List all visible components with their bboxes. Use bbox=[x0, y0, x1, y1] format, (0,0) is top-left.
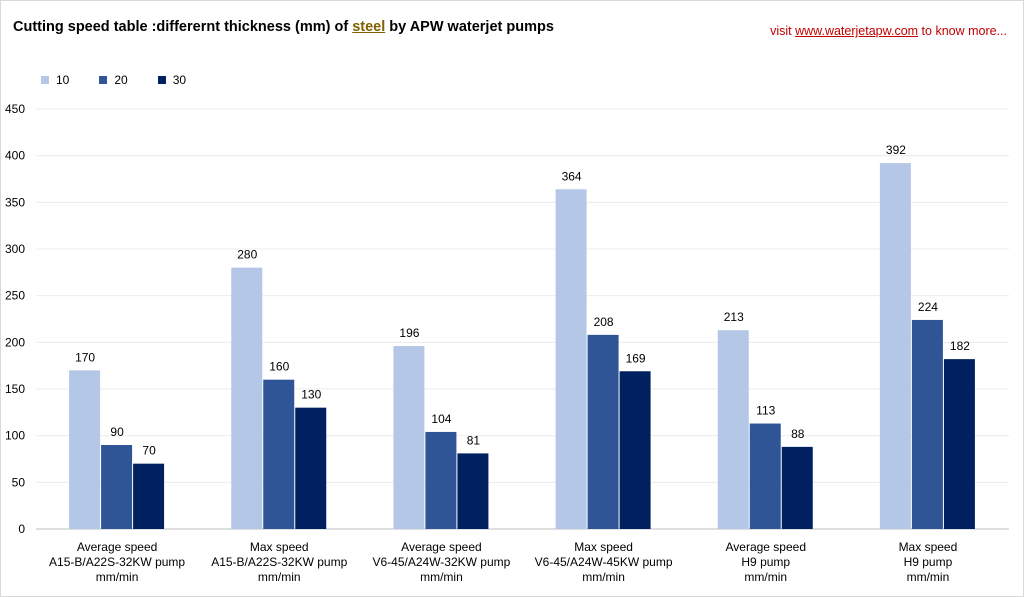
bar-series-20 bbox=[911, 319, 943, 529]
category-label: A15-B/A22S-32KW pump bbox=[211, 555, 347, 569]
legend-swatch bbox=[157, 76, 166, 84]
bar-series-10 bbox=[717, 330, 749, 529]
y-tick-label: 150 bbox=[5, 382, 25, 396]
category-label: V6-45/A24W-45KW pump bbox=[535, 555, 673, 569]
y-tick-label: 450 bbox=[5, 102, 25, 116]
category-label: Average speed bbox=[401, 540, 482, 554]
bar-series-10 bbox=[69, 370, 101, 529]
y-tick-label: 300 bbox=[5, 242, 25, 256]
legend-swatch bbox=[99, 76, 108, 84]
y-tick-label: 350 bbox=[5, 195, 25, 209]
data-label: 280 bbox=[237, 248, 257, 262]
category-label: mm/min bbox=[96, 570, 139, 584]
data-label: 81 bbox=[467, 433, 481, 447]
bar-series-30 bbox=[619, 371, 651, 529]
bar-series-30 bbox=[781, 446, 813, 529]
category-label: Max speed bbox=[899, 540, 958, 554]
data-label: 182 bbox=[950, 339, 970, 353]
data-label: 130 bbox=[301, 388, 321, 402]
visit-suffix: to know more... bbox=[921, 24, 1007, 38]
data-label: 169 bbox=[626, 351, 646, 365]
category-label: mm/min bbox=[582, 570, 625, 584]
bar-series-30 bbox=[457, 453, 489, 529]
data-label: 213 bbox=[724, 310, 744, 324]
y-tick-label: 250 bbox=[5, 289, 25, 303]
legend-label: 30 bbox=[172, 73, 187, 87]
category-label: mm/min bbox=[907, 570, 950, 584]
data-label: 170 bbox=[75, 350, 95, 364]
category-label: Average speed bbox=[77, 540, 158, 554]
data-label: 208 bbox=[594, 315, 614, 329]
visit-prefix: visit bbox=[770, 24, 792, 38]
chart-title: Cutting speed table :differernt thicknes… bbox=[13, 19, 554, 35]
bar-series-20 bbox=[101, 445, 133, 529]
bar-series-20 bbox=[587, 334, 619, 529]
category-label: mm/min bbox=[258, 570, 301, 584]
data-label: 196 bbox=[399, 326, 419, 340]
bar-series-30 bbox=[943, 359, 975, 529]
data-label: 88 bbox=[791, 427, 805, 441]
data-label: 70 bbox=[142, 444, 156, 458]
legend-swatch bbox=[41, 76, 49, 84]
category-label: mm/min bbox=[420, 570, 463, 584]
bar-series-30 bbox=[133, 463, 165, 529]
y-tick-label: 400 bbox=[5, 149, 25, 163]
legend-label: 20 bbox=[114, 73, 128, 87]
category-label: V6-45/A24W-32KW pump bbox=[372, 555, 510, 569]
data-label: 160 bbox=[269, 360, 289, 374]
data-label: 224 bbox=[918, 300, 938, 314]
category-label: H9 pump bbox=[904, 555, 953, 569]
bar-series-20 bbox=[425, 431, 457, 529]
legend-label: 10 bbox=[56, 73, 70, 87]
category-label: mm/min bbox=[744, 570, 787, 584]
y-tick-label: 0 bbox=[18, 522, 25, 536]
bar-series-10 bbox=[555, 189, 587, 529]
legend-item-20: 20 bbox=[99, 73, 128, 87]
data-label: 104 bbox=[431, 412, 451, 426]
title-highlight-steel: steel bbox=[352, 19, 386, 35]
bar-series-10 bbox=[393, 346, 425, 529]
legend-item-30: 30 bbox=[157, 73, 187, 87]
data-label: 113 bbox=[756, 404, 775, 418]
bar-series-10 bbox=[879, 163, 911, 529]
y-tick-label: 100 bbox=[5, 429, 25, 443]
y-tick-label: 200 bbox=[5, 335, 25, 349]
title-suffix: by APW waterjet pumps bbox=[389, 19, 554, 35]
chart-legend: 10 20 30 bbox=[41, 73, 186, 87]
category-label: A15-B/A22S-32KW pump bbox=[49, 555, 185, 569]
category-label: Max speed bbox=[250, 540, 309, 554]
category-label: Max speed bbox=[574, 540, 633, 554]
bar-series-30 bbox=[295, 407, 327, 529]
data-label: 364 bbox=[562, 169, 582, 183]
bar-series-20 bbox=[263, 379, 295, 529]
legend-item-10: 10 bbox=[41, 73, 69, 87]
data-label: 90 bbox=[110, 425, 124, 439]
bar-series-20 bbox=[749, 423, 781, 529]
category-label: Average speed bbox=[725, 540, 806, 554]
website-link[interactable]: www.waterjetapw.com bbox=[795, 24, 919, 38]
visit-note: visit www.waterjetapw.com to know more..… bbox=[770, 24, 1007, 38]
y-tick-label: 50 bbox=[12, 475, 26, 489]
title-prefix: Cutting speed table :differernt thicknes… bbox=[13, 19, 349, 35]
category-label: H9 pump bbox=[741, 555, 790, 569]
bar-series-10 bbox=[231, 267, 263, 529]
data-label: 392 bbox=[886, 143, 906, 157]
